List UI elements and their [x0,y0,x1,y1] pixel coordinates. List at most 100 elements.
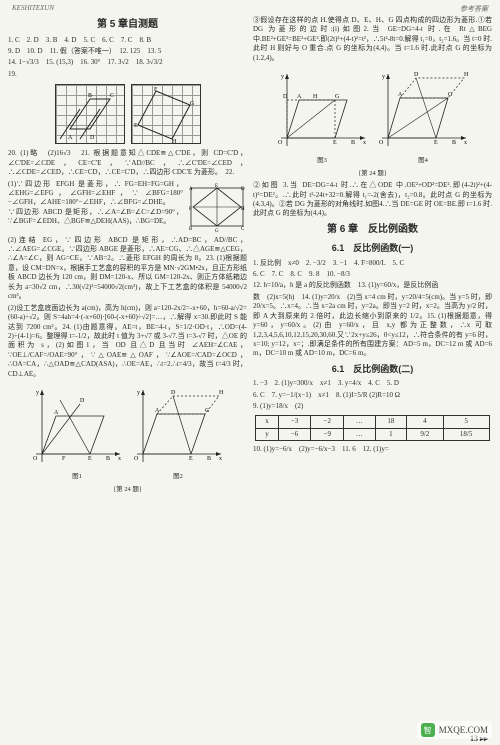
svg-text:x: x [118,456,121,462]
p22c: (2)连结 EG，∵四边形 ABCD 是矩形，∴AD=BC，AD//BC，∴∠A… [8,236,247,302]
coord-fig4-icon: Ox yA EB DG H [376,68,471,153]
table-row: x −3 −2 … 18 4 5 [256,416,489,428]
cell: −9 [311,428,344,440]
ch6-title: 第 6 章 反比例函数 [253,223,492,237]
svg-text:E: E [88,456,92,462]
svg-text:D: D [241,187,245,192]
cell: −6 [278,428,311,440]
p20: 20. (1)略 (2)16√3 21. 根据题意知△CDE≌△C'DE，则 C… [8,149,247,177]
svg-text:G: G [215,229,219,232]
svg-text:F: F [62,456,66,462]
q22-figure: AE DF HB GC [第 22 题] [187,182,247,232]
svg-text:O: O [134,456,139,462]
svg-text:E: E [434,140,438,146]
svg-text:A: A [297,94,302,100]
svg-text:A: A [155,408,160,414]
svg-text:y: y [137,390,140,396]
fig1-wrap: O x y A E F D B 图1 [30,384,125,481]
cell: −3 [278,416,311,428]
svg-text:y: y [36,390,39,396]
svg-text:H: H [464,72,469,78]
svg-text:O: O [379,140,384,146]
cell: 18/5 [443,428,489,440]
cell: 5 [443,416,489,428]
header-right: 参考答案 [460,4,488,14]
svg-text:B: B [189,227,193,232]
p61b-2: 6. C 7. y=−1/(x−1) x≠1 8. (1)I=5/R (2)R=… [253,391,492,400]
p61a-2: 6. C 7. C 8. C 9. 8 10. −8/3 [253,270,492,279]
cell: x [256,416,278,428]
svg-text:D: D [171,390,176,396]
q19-figures: A B C D E F G H [8,84,247,144]
cell: 18 [375,416,407,428]
svg-text:H: H [172,139,177,145]
page-header: KESHITEXUN 参考答案 [0,0,500,16]
grid-figure-a: A B C D [55,84,125,144]
right-column: ③假设存在这样的点 H.使得点 D、E、H、G 四点构成的四边形为菱形.①若 D… [253,16,492,728]
svg-text:B: B [106,456,110,462]
cell: … [344,428,376,440]
fig1-label: 图1 [30,473,125,482]
svg-text:C: C [241,227,245,232]
svg-text:A: A [68,135,73,141]
svg-text:D: D [90,135,95,141]
svg-text:B: B [452,140,456,146]
svg-text:G: G [448,92,453,98]
svg-text:H: H [313,94,318,100]
p61a-1: 1. 反比例 x≠0 2. −3/2 3. −1 4. F=800/L 5. C [253,259,492,268]
svg-text:G: G [205,408,210,414]
ch5-title: 第 5 章自测题 [8,18,247,32]
sec61b-title: 6.1 反比例函数(二) [253,363,492,375]
svg-text:B: B [88,93,92,99]
svg-text:E: E [134,123,138,129]
svg-text:x: x [219,456,222,462]
svg-text:y: y [281,74,284,80]
cell: 1 [375,428,407,440]
p24-mid: ②如图 3.当 DE=DG=4-t 时.∴在△ODE 中.OE²+OD²=DE²… [253,181,492,219]
content-columns: 第 5 章自测题 1. C 2. D 3. B 4. D 5. C 6. C 7… [0,16,500,732]
watermark-text: MXQE.COM [439,725,488,735]
cell: 4 [407,416,444,428]
parallelogram-abcd-icon: A B C D [56,85,126,145]
coord-fig3-icon: Ox yA EB DG H [275,68,370,153]
p61b-3: 9. (1)y=18/x (2) [253,402,492,411]
svg-text:C: C [110,93,114,99]
svg-text:G: G [190,101,195,107]
q24-bottom-caption: [第 24 题] [8,486,247,495]
parallelogram-efgh-icon: E F G H [132,85,202,145]
ch5-ans-2: 9. D 10. D 11. 假（答案不唯一） 12. 125 13. 5 [8,47,247,56]
svg-text:y: y [382,74,385,80]
rhombus-figure-icon: AE DF HB GC [187,182,247,232]
svg-text:A: A [189,187,193,192]
watermark: 智 MXQE.COM [417,721,492,739]
svg-text:B: B [207,456,211,462]
q24-bottom-figs: O x y A E F D B 图1 [8,384,247,481]
p61b-4: 10. (1)y=−6/x (2)y=−6/x−3 11. 6 12. (1)y… [253,445,492,454]
p24-top: ③假设存在这样的点 H.使得点 D、E、H、G 四点构成的四边形为菱形.①若 D… [253,16,492,63]
ch5-ans-4: 19. [8,70,247,79]
fig2-wrap: O x y A E B D G H 图2 [131,384,226,481]
svg-text:x: x [464,140,467,146]
fig4-label: 图4 [376,157,471,166]
fig3-label: 图3 [275,157,370,166]
p61b-1: 1. −3 2. (1)y=300/x x≠1 3. y=4/x 4. C 5.… [253,379,492,388]
svg-text:D: D [414,72,419,78]
data-table: x −3 −2 … 18 4 5 y −6 −9 … 1 9/2 18/5 [255,415,489,441]
fig2-label: 图2 [131,473,226,482]
svg-text:F: F [189,207,192,212]
ch5-ans-3: 14. 1−√3/3 15. (15,3) 16. 30° 17. 3√2 18… [8,58,247,67]
left-column: 第 5 章自测题 1. C 2. D 3. B 4. D 5. C 6. C 7… [8,16,247,728]
table-row: y −6 −9 … 1 9/2 18/5 [256,428,489,440]
grid-figure-b: E F G H [131,84,201,144]
cell: 9/2 [407,428,444,440]
svg-text:D: D [283,94,288,100]
svg-text:A: A [54,410,59,416]
p61a-4: 数 (2)x=5(h) 14. (1)y=20/x (2)当 x=4 cm 时，… [253,293,492,359]
coord-fig1-icon: O x y A E F D B [30,384,125,469]
svg-text:E: E [333,140,337,146]
svg-text:H: H [219,390,224,396]
coord-fig2-icon: O x y A E B D G H [131,384,226,469]
fig4-wrap: Ox yA EB DG H 图4 [376,68,471,165]
q24-caption: [第 24 题] [253,170,492,179]
ch5-ans-1: 1. C 2. D 3. B 4. D 5. C 6. C 7. C 8. B [8,36,247,45]
